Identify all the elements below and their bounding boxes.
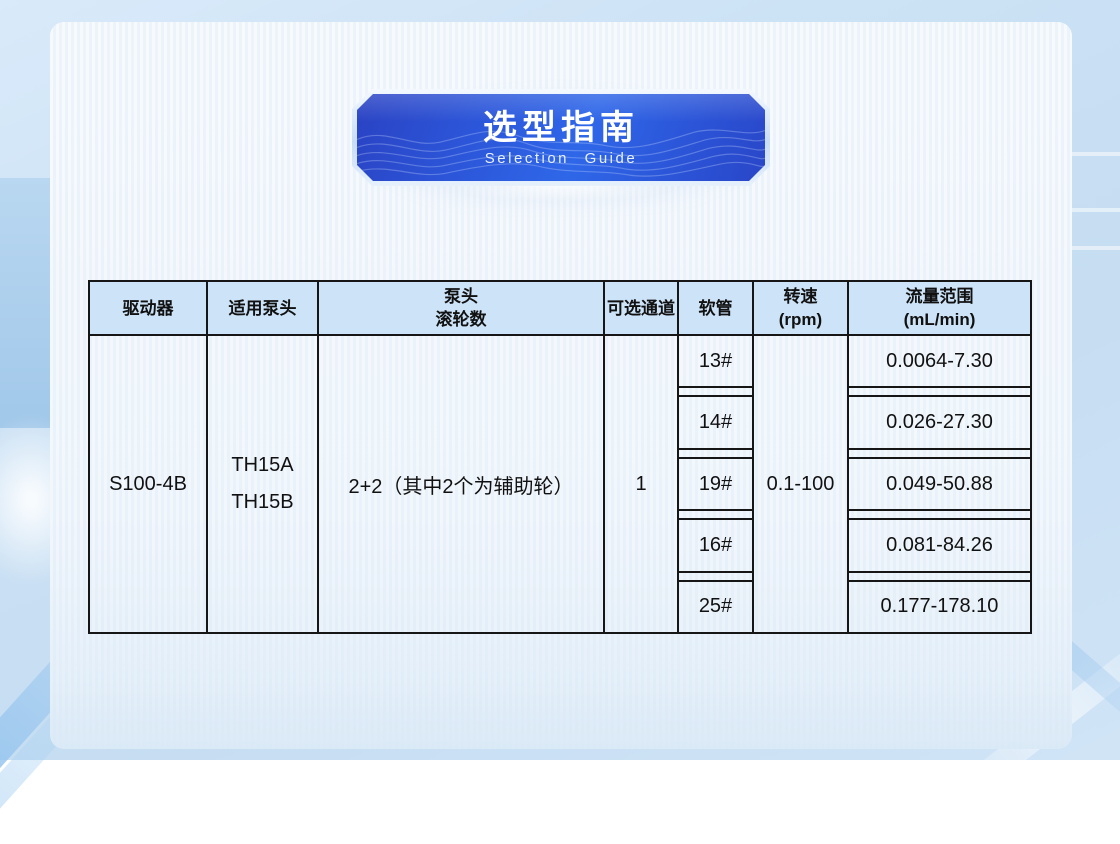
banner-body: 选型指南 Selection Guide xyxy=(357,94,765,181)
header-label: 滚轮数 xyxy=(435,310,487,329)
cell-divider xyxy=(849,386,1030,398)
flow-range: 0.049-50.88 xyxy=(886,472,993,495)
header-label: 可选通道 xyxy=(607,298,675,318)
table-body: S100-4B TH15A TH15B 2+2（其中2个为辅助轮） 1 13# … xyxy=(90,336,1030,632)
cell-pump-heads: TH15A TH15B xyxy=(208,336,319,632)
cell-speed: 0.1-100 xyxy=(754,336,849,632)
pump-head-model: TH15A xyxy=(231,454,294,476)
flow-range: 0.026-27.30 xyxy=(886,411,993,434)
left-blue-block-decoration xyxy=(0,178,52,428)
header-roller-count: 泵头 滚轮数 xyxy=(319,282,605,334)
header-tubing: 软管 xyxy=(679,282,754,334)
cell-divider xyxy=(849,570,1030,582)
header-label: 适用泵头 xyxy=(228,298,297,318)
header-speed: 转速 (rpm) xyxy=(754,282,849,334)
tubing-size: 14# xyxy=(698,411,733,434)
header-flow-range: 流量范围 (mL/min) xyxy=(849,282,1030,334)
cell-divider xyxy=(679,386,752,398)
cell-divider xyxy=(679,447,752,459)
header-label: (rpm) xyxy=(778,310,823,329)
cell-divider xyxy=(849,509,1030,521)
flow-range: 0.0064-7.30 xyxy=(886,349,993,372)
header-label: 软管 xyxy=(698,298,733,318)
cell-roller-count: 2+2（其中2个为辅助轮） xyxy=(319,336,605,632)
header-label: 泵头 xyxy=(444,287,478,306)
pump-head-model: TH15B xyxy=(231,491,294,513)
cell-tubing-column: 13# 14# 19# 16# 25# xyxy=(679,336,754,632)
tubing-size: 19# xyxy=(698,472,733,495)
header-label: 流量范围 xyxy=(905,287,974,306)
right-line-decoration xyxy=(1070,208,1120,212)
header-channels: 可选通道 xyxy=(605,282,679,334)
flow-range: 0.177-178.10 xyxy=(880,595,999,618)
header-driver: 驱动器 xyxy=(90,282,208,334)
cell-divider xyxy=(679,570,752,582)
right-line-decoration xyxy=(1070,152,1120,156)
right-line-decoration xyxy=(1070,246,1120,250)
tubing-size: 16# xyxy=(698,533,733,556)
flow-range: 0.081-84.26 xyxy=(886,533,993,556)
banner-title: 选型指南 xyxy=(483,109,639,147)
cell-driver: S100-4B xyxy=(90,336,208,632)
header-label: 驱动器 xyxy=(122,298,174,318)
cell-divider xyxy=(679,509,752,521)
tubing-size: 13# xyxy=(698,349,733,372)
selection-guide-banner: 选型指南 Selection Guide xyxy=(342,81,780,200)
selection-table: 驱动器 适用泵头 泵头 滚轮数 可选通道 软管 转速 (rpm) 流量范围 (m… xyxy=(88,280,1032,634)
cell-channels: 1 xyxy=(605,336,679,632)
header-label: 转速 xyxy=(783,287,818,306)
header-label: (mL/min) xyxy=(903,310,976,329)
banner-subtitle: Selection Guide xyxy=(484,150,638,167)
cell-flow-column: 0.0064-7.30 0.026-27.30 0.049-50.88 0.08… xyxy=(849,336,1030,632)
tubing-size: 25# xyxy=(698,595,733,618)
header-pump-head: 适用泵头 xyxy=(208,282,319,334)
cell-divider xyxy=(849,447,1030,459)
wave-pattern-decoration xyxy=(357,118,765,181)
table-header-row: 驱动器 适用泵头 泵头 滚轮数 可选通道 软管 转速 (rpm) 流量范围 (m… xyxy=(90,282,1030,336)
